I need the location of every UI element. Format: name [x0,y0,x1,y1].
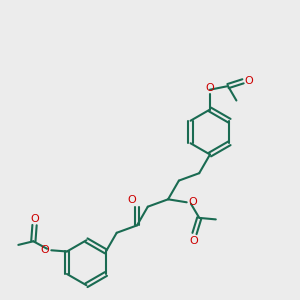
Text: O: O [30,214,39,224]
Text: O: O [245,76,254,86]
Text: O: O [206,83,214,93]
Text: O: O [41,245,50,255]
Text: O: O [188,197,197,207]
Text: O: O [127,195,136,205]
Text: O: O [189,236,198,246]
